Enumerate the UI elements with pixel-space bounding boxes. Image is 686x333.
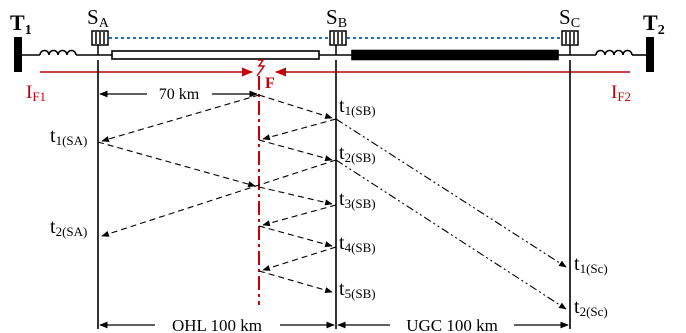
fault-current-line: IF1 IF2: [26, 67, 631, 104]
wave-path: [262, 118, 337, 141]
wave-path: [262, 204, 337, 227]
wave-path: [101, 159, 337, 237]
wave-path: [258, 270, 333, 294]
fault-distance-dimension: 70 km: [99, 86, 258, 103]
wave-path: [258, 225, 333, 248]
time-label-sb-2: t2(SB): [339, 142, 376, 165]
time-label-sb-5: t5(SB): [339, 278, 376, 301]
wave-path: [258, 139, 333, 162]
wave-path: [101, 94, 260, 143]
wave-path: [97, 141, 256, 188]
sensor-sc: SC: [559, 5, 580, 55]
fault-label: F: [265, 75, 275, 92]
ugc-length-label: UGC 100 km: [406, 316, 498, 333]
terminal-t2-busbar: [646, 37, 654, 72]
time-label-sc-1: t1(Sc): [574, 253, 608, 276]
time-label-sa-2: t2(SA): [50, 216, 87, 239]
wave-path: [335, 159, 567, 310]
time-label-sc-2: t2(Sc): [574, 296, 608, 319]
wave-path: [335, 118, 567, 268]
sensor-box-icon: [561, 30, 579, 46]
ohl-length-label: OHL 100 km: [172, 316, 262, 333]
fault-distance-label: 70 km: [159, 86, 200, 103]
time-label-sb-3: t3(SB): [339, 188, 376, 211]
wave-path: [258, 186, 333, 206]
fault-lightning-icon: [256, 59, 266, 77]
sensor-sb: SB: [326, 5, 347, 55]
sensor-sb-label: SB: [326, 5, 347, 31]
transmission-line: [22, 49, 646, 61]
wave-path: [262, 246, 337, 271]
terminal-t2: T2: [643, 10, 665, 72]
sensor-box-icon: [91, 30, 109, 46]
time-label-sb-1: t1(SB): [339, 95, 376, 118]
ugc-segment: [351, 49, 559, 61]
sensor-box-icon: [329, 30, 347, 46]
inductor-coil-icon: [595, 49, 633, 56]
inductor-coil-icon: [39, 49, 77, 56]
terminal-t2-label: T2: [643, 10, 665, 38]
wave-paths: [97, 94, 567, 310]
wave-path: [258, 94, 333, 119]
sensor-sa-label: SA: [87, 5, 110, 31]
current-if2-label: IF2: [611, 82, 631, 104]
terminal-t1: T1: [10, 10, 32, 72]
ohl-segment: [111, 50, 320, 60]
terminal-t1-label: T1: [10, 10, 32, 38]
time-label-sa-1: t1(SA): [50, 125, 87, 148]
sensor-sc-label: SC: [559, 5, 580, 31]
sensor-sa: SA: [87, 5, 110, 55]
section-dimensions: OHL 100 km UGC 100 km: [99, 316, 569, 333]
fault-point: F: [256, 59, 275, 305]
time-label-sb-4: t4(SB): [339, 232, 376, 255]
current-if1-label: IF1: [26, 82, 46, 104]
terminal-t1-busbar: [14, 37, 22, 72]
